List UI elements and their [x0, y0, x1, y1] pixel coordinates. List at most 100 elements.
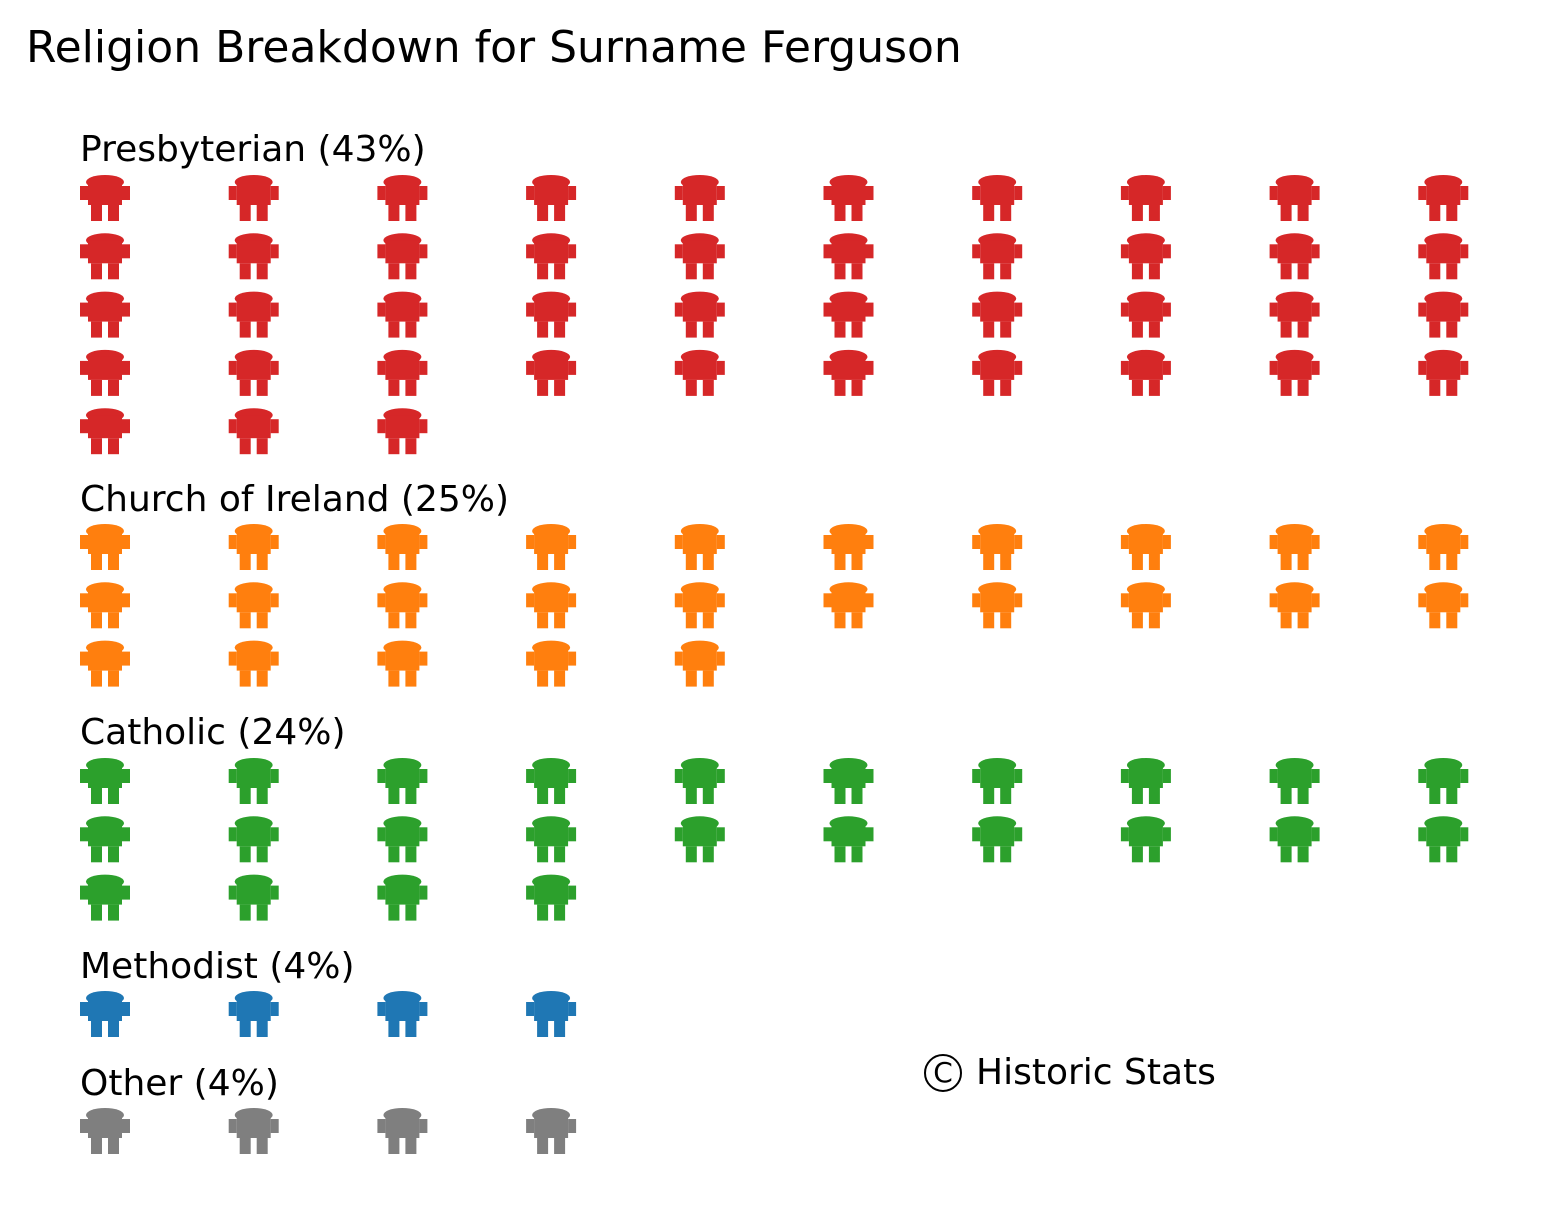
person-icon-catholic-13 — [377, 816, 428, 863]
person-icon-other-3 — [377, 1108, 428, 1154]
person-icon-church-of-ireland-24 — [526, 640, 577, 687]
person-icon-presbyterian-8 — [1120, 175, 1171, 221]
person-icon-other-1 — [80, 1108, 130, 1154]
group-label-catholic: Catholic (24%) — [80, 712, 346, 753]
person-icon-methodist-4 — [526, 991, 577, 1037]
person-icon-church-of-ireland-9 — [1269, 524, 1320, 570]
person-icon-church-of-ireland-1 — [80, 524, 130, 570]
person-icon-church-of-ireland-23 — [377, 640, 428, 687]
person-icon-methodist-3 — [377, 991, 428, 1037]
person-icon-presbyterian-17 — [972, 233, 1023, 280]
person-icon-church-of-ireland-15 — [674, 582, 725, 629]
person-icon-church-of-ireland-11 — [80, 582, 130, 629]
person-icon-presbyterian-37 — [972, 349, 1023, 396]
person-icon-presbyterian-4 — [526, 175, 577, 221]
person-icon-presbyterian-12 — [228, 233, 279, 280]
person-icon-church-of-ireland-21 — [80, 640, 130, 687]
person-icon-catholic-8 — [1120, 758, 1171, 804]
person-icon-church-of-ireland-2 — [228, 524, 279, 570]
group-label-presbyterian: Presbyterian (43%) — [80, 129, 426, 170]
person-icon-catholic-2 — [228, 758, 279, 804]
person-icon-church-of-ireland-5 — [674, 524, 725, 570]
person-icon-church-of-ireland-19 — [1269, 582, 1320, 629]
person-icon-presbyterian-19 — [1269, 233, 1320, 280]
person-icon-presbyterian-25 — [674, 291, 725, 338]
group-label-church-of-ireland: Church of Ireland (25%) — [80, 479, 510, 520]
person-icon-presbyterian-3 — [377, 175, 428, 221]
chart-title: Religion Breakdown for Surname Ferguson — [26, 22, 962, 73]
person-icon-catholic-23 — [377, 874, 428, 921]
person-icon-presbyterian-40 — [1418, 349, 1469, 396]
person-icon-presbyterian-28 — [1120, 291, 1171, 338]
person-icon-catholic-4 — [526, 758, 577, 804]
person-icon-church-of-ireland-20 — [1418, 582, 1469, 629]
person-icon-catholic-6 — [823, 758, 874, 804]
group-label-methodist: Methodist (4%) — [80, 946, 355, 987]
copyright-text: Historic Stats — [976, 1052, 1216, 1093]
person-icon-presbyterian-30 — [1418, 291, 1469, 338]
person-icon-presbyterian-24 — [526, 291, 577, 338]
person-icon-catholic-1 — [80, 758, 130, 804]
person-icon-church-of-ireland-3 — [377, 524, 428, 570]
person-icon-catholic-5 — [674, 758, 725, 804]
person-icon-presbyterian-29 — [1269, 291, 1320, 338]
person-icon-presbyterian-11 — [80, 233, 130, 280]
person-icon-presbyterian-10 — [1418, 175, 1469, 221]
person-icon-catholic-10 — [1418, 758, 1469, 804]
person-icon-catholic-9 — [1269, 758, 1320, 804]
person-icon-other-2 — [228, 1108, 279, 1154]
person-icon-presbyterian-36 — [823, 349, 874, 396]
person-icon-presbyterian-27 — [972, 291, 1023, 338]
person-icon-church-of-ireland-4 — [526, 524, 577, 570]
person-icon-catholic-3 — [377, 758, 428, 804]
group-label-other: Other (4%) — [80, 1063, 279, 1104]
person-icon-catholic-16 — [823, 816, 874, 863]
person-icon-presbyterian-18 — [1120, 233, 1171, 280]
person-icon-church-of-ireland-17 — [972, 582, 1023, 629]
person-icon-presbyterian-21 — [80, 291, 130, 338]
person-icon-presbyterian-41 — [80, 408, 130, 455]
copyright-notice: C Historic Stats — [924, 1052, 1216, 1094]
person-icon-catholic-14 — [526, 816, 577, 863]
person-icon-catholic-20 — [1418, 816, 1469, 863]
person-icon-catholic-24 — [526, 874, 577, 921]
person-icon-catholic-11 — [80, 816, 130, 863]
person-icon-presbyterian-32 — [228, 349, 279, 396]
person-icon-presbyterian-7 — [972, 175, 1023, 221]
person-icon-presbyterian-23 — [377, 291, 428, 338]
person-icon-presbyterian-2 — [228, 175, 279, 221]
person-icon-church-of-ireland-25 — [674, 640, 725, 687]
person-icon-church-of-ireland-6 — [823, 524, 874, 570]
person-icon-presbyterian-43 — [377, 408, 428, 455]
person-icon-methodist-2 — [228, 991, 279, 1037]
person-icon-presbyterian-42 — [228, 408, 279, 455]
person-icon-catholic-17 — [972, 816, 1023, 863]
person-icon-presbyterian-35 — [674, 349, 725, 396]
person-icon-catholic-22 — [228, 874, 279, 921]
person-icon-church-of-ireland-14 — [526, 582, 577, 629]
person-icon-catholic-18 — [1120, 816, 1171, 863]
person-icon-church-of-ireland-10 — [1418, 524, 1469, 570]
person-icon-presbyterian-39 — [1269, 349, 1320, 396]
person-icon-presbyterian-20 — [1418, 233, 1469, 280]
person-icon-catholic-21 — [80, 874, 130, 921]
person-icon-methodist-1 — [80, 991, 130, 1037]
person-icon-presbyterian-31 — [80, 349, 130, 396]
person-icon-church-of-ireland-7 — [972, 524, 1023, 570]
person-icon-catholic-19 — [1269, 816, 1320, 863]
person-icon-church-of-ireland-22 — [228, 640, 279, 687]
person-icon-other-4 — [526, 1108, 577, 1154]
copyright-icon: C — [924, 1054, 962, 1092]
person-icon-presbyterian-9 — [1269, 175, 1320, 221]
person-icon-presbyterian-38 — [1120, 349, 1171, 396]
person-icon-presbyterian-16 — [823, 233, 874, 280]
person-icon-church-of-ireland-12 — [228, 582, 279, 629]
person-icon-presbyterian-34 — [526, 349, 577, 396]
person-icon-presbyterian-26 — [823, 291, 874, 338]
person-icon-church-of-ireland-16 — [823, 582, 874, 629]
person-icon-presbyterian-15 — [674, 233, 725, 280]
person-icon-presbyterian-6 — [823, 175, 874, 221]
person-icon-presbyterian-13 — [377, 233, 428, 280]
person-icon-church-of-ireland-18 — [1120, 582, 1171, 629]
